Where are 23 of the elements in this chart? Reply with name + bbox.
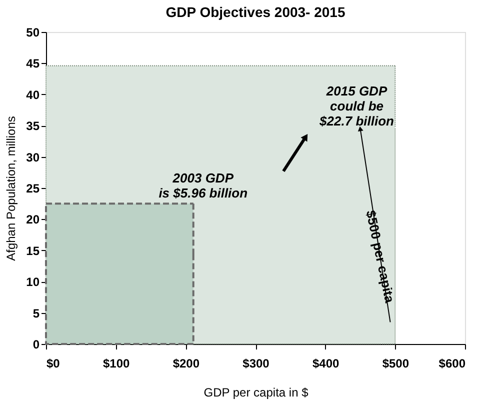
x-tick-label: $0 xyxy=(46,356,60,370)
y-tick-label: 10 xyxy=(26,275,40,290)
x-tick-label: $200 xyxy=(172,356,200,370)
annotation: 2003 GDP is $5.96 billion xyxy=(158,170,248,201)
y-tick-label: 45 xyxy=(26,56,40,71)
x-axis-title: GDP per capita in $ xyxy=(204,386,309,400)
annotation: 2015 GDP could be $22.7 billion xyxy=(318,83,394,128)
y-tick-label: 30 xyxy=(26,150,40,164)
x-tick-label: $400 xyxy=(312,356,340,370)
y-tick-label: 50 xyxy=(26,26,40,40)
x-tick-label: $100 xyxy=(102,356,130,370)
y-tick-label: 20 xyxy=(26,212,40,227)
chart-title: GDP Objectives 2003- 2015 xyxy=(166,4,346,20)
y-tick-label: 25 xyxy=(26,182,40,196)
y-tick-label: 35 xyxy=(26,119,40,134)
y-tick-label: 15 xyxy=(26,244,40,258)
y-axis-title: Afghan Population, millions xyxy=(4,116,18,261)
y-tick-label: 0 xyxy=(32,338,40,352)
x-tick-label: $500 xyxy=(382,356,410,370)
x-tick-label: $300 xyxy=(242,356,270,370)
y-tick-label: 40 xyxy=(26,88,40,102)
x-tick-label: $600 xyxy=(438,356,466,370)
y-tick-label: 5 xyxy=(32,306,40,320)
